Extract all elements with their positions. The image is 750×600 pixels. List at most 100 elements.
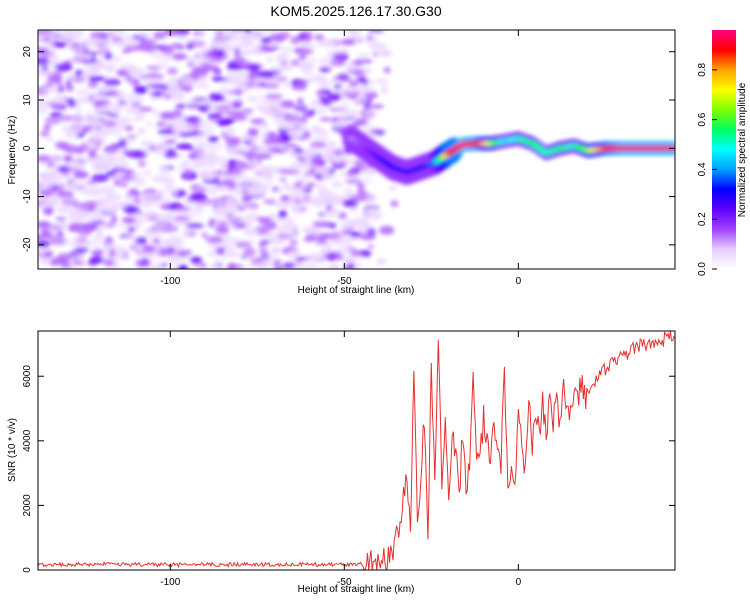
noise-blob [366,87,374,94]
noise-blob [388,185,398,191]
noise-blob [46,135,53,143]
noise-blob [213,200,226,206]
noise-blob [133,116,145,122]
noise-blob [189,256,203,264]
noise-blob [158,62,169,69]
noise-blob [93,243,101,251]
noise-blob [91,137,105,143]
noise-blob [57,84,65,94]
noise-blob [158,248,172,257]
noise-blob [218,206,236,214]
noise-blob [149,199,162,206]
noise-blob [300,187,313,194]
noise-blob [124,107,140,115]
noise-blob [103,259,115,267]
noise-blob [279,123,296,130]
noise-blob [136,111,146,118]
noise-blob [242,194,259,199]
spectrogram-xtick-label: 0 [516,276,522,287]
noise-blob [234,88,243,96]
noise-blob [317,39,335,47]
noise-blob [41,232,53,238]
noise-blob [269,65,281,71]
noise-blob [278,145,293,153]
noise-blob [176,30,190,36]
noise-blob [115,134,124,140]
noise-blob [309,141,327,149]
noise-blob [128,69,146,78]
noise-blob [268,252,278,258]
noise-blob [244,30,252,34]
spectrogram-ytick-label: 20 [22,46,33,58]
noise-blob [208,218,217,224]
noise-blob [319,247,330,255]
noise-blob [341,116,356,121]
noise-blob [221,251,229,261]
noise-blob [112,30,126,35]
noise-blob [88,75,106,82]
noise-blob [281,181,289,187]
noise-blob [168,240,180,247]
noise-blob [185,104,204,109]
noise-blob [113,123,128,130]
noise-blob [75,88,91,95]
noise-blob [86,222,94,232]
noise-blob [41,65,49,71]
noise-blob [89,256,104,264]
noise-blob [56,220,68,230]
noise-blob [338,109,354,116]
noise-blob [344,85,357,93]
noise-blob [60,171,71,178]
noise-blob [366,35,374,40]
noise-blob [340,229,351,236]
noise-blob [105,192,122,202]
noise-blob [333,75,352,81]
noise-blob [65,79,72,87]
noise-blob [390,200,399,208]
noise-blob [293,207,302,213]
noise-blob [356,188,367,196]
snr-xtick-label: 0 [516,577,522,588]
noise-blob [367,244,374,250]
noise-blob [278,169,296,174]
noise-blob [338,120,350,127]
noise-blob [99,104,116,111]
noise-blob [55,63,73,72]
noise-blob [83,240,94,246]
noise-blob [159,111,173,120]
noise-blob [279,177,287,182]
noise-blob [349,207,359,213]
noise-blob [38,56,50,66]
noise-blob [137,160,147,168]
noise-blob [237,181,251,190]
noise-blob [112,201,129,209]
noise-blob [280,107,288,113]
noise-blob [92,234,105,243]
noise-blob [355,118,368,126]
noise-blob [224,44,241,50]
noise-blob [303,195,311,202]
noise-blob [315,108,327,114]
noise-blob [143,193,160,198]
noise-blob [124,194,136,202]
noise-blob [214,185,230,192]
noise-blob [137,41,154,49]
noise-blob [354,223,373,230]
noise-blob [301,130,312,140]
noise-blob [110,215,118,224]
noise-blob [74,247,90,252]
noise-blob [333,83,342,91]
noise-blob [224,136,242,143]
noise-blob [235,162,250,171]
noise-blob [264,167,280,172]
noise-blob [91,219,105,226]
noise-blob [311,125,321,134]
noise-blob [162,177,175,186]
spectrogram-frame [37,29,676,270]
spectrogram-xtick-label: -100 [160,276,180,287]
snr-ytick-label: 4000 [22,429,33,452]
noise-blob [171,109,183,118]
noise-blob [74,206,90,212]
noise-blob [133,149,148,159]
